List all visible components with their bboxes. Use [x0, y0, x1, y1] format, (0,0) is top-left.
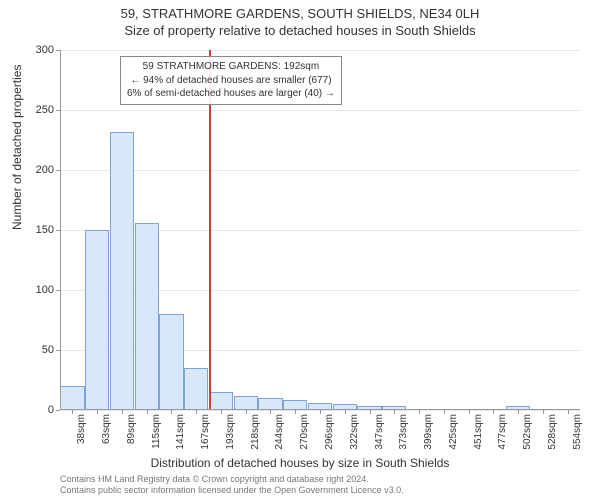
xtick-mark: [543, 410, 544, 414]
ytick-label: 50: [0, 344, 54, 356]
xtick-label: 89sqm: [126, 414, 137, 444]
property-annotation: 59 STRATHMORE GARDENS: 192sqm← 94% of de…: [120, 56, 342, 105]
xtick-label: 502sqm: [522, 414, 533, 450]
footer-line1: Contains HM Land Registry data © Crown c…: [60, 474, 404, 485]
xtick-label: 296sqm: [324, 414, 335, 450]
xtick-label: 193sqm: [225, 414, 236, 450]
xtick-label: 322sqm: [349, 414, 360, 450]
footer-line2: Contains public sector information licen…: [60, 485, 404, 496]
y-axis-line: [60, 50, 61, 410]
xtick-label: 399sqm: [423, 414, 434, 450]
xtick-label: 451sqm: [473, 414, 484, 450]
histogram-bar: [60, 386, 84, 410]
annotation-line1: 59 STRATHMORE GARDENS: 192sqm: [127, 60, 335, 74]
xtick-label: 141sqm: [175, 414, 186, 450]
xtick-label: 425sqm: [448, 414, 459, 450]
ytick-mark: [56, 410, 60, 411]
histogram-bar: [110, 132, 134, 410]
xtick-mark: [295, 410, 296, 414]
annotation-line2: ← 94% of detached houses are smaller (67…: [127, 74, 335, 88]
histogram-bar: [85, 230, 109, 410]
ytick-label: 100: [0, 284, 54, 296]
xtick-mark: [419, 410, 420, 414]
xtick-label: 270sqm: [299, 414, 310, 450]
xtick-mark: [270, 410, 271, 414]
xtick-mark: [171, 410, 172, 414]
chart-plot-area: 38sqm63sqm89sqm115sqm141sqm167sqm193sqm2…: [60, 50, 580, 410]
grid-line: [60, 110, 580, 111]
xtick-mark: [345, 410, 346, 414]
xtick-label: 167sqm: [200, 414, 211, 450]
xtick-mark: [122, 410, 123, 414]
xtick-mark: [72, 410, 73, 414]
xtick-label: 528sqm: [547, 414, 558, 450]
xtick-mark: [394, 410, 395, 414]
footer-attribution: Contains HM Land Registry data © Crown c…: [60, 474, 404, 497]
xtick-mark: [196, 410, 197, 414]
histogram-bar: [159, 314, 183, 410]
xtick-label: 373sqm: [398, 414, 409, 450]
x-axis-line: [60, 409, 580, 410]
xtick-mark: [518, 410, 519, 414]
xtick-label: 477sqm: [497, 414, 508, 450]
xtick-mark: [221, 410, 222, 414]
xtick-mark: [246, 410, 247, 414]
xtick-label: 218sqm: [250, 414, 261, 450]
ytick-label: 300: [0, 44, 54, 56]
histogram-bar: [184, 368, 208, 410]
histogram-bar: [209, 392, 233, 410]
histogram-bar: [234, 396, 258, 410]
xtick-label: 554sqm: [572, 414, 583, 450]
xtick-label: 347sqm: [374, 414, 385, 450]
xtick-mark: [444, 410, 445, 414]
ytick-label: 200: [0, 164, 54, 176]
ytick-label: 0: [0, 404, 54, 416]
xtick-mark: [97, 410, 98, 414]
xtick-label: 38sqm: [76, 414, 87, 444]
xtick-mark: [469, 410, 470, 414]
xtick-label: 63sqm: [101, 414, 112, 444]
xtick-mark: [147, 410, 148, 414]
y-axis-title: Number of detached properties: [10, 65, 24, 230]
grid-line: [60, 50, 580, 51]
chart-title-line1: 59, STRATHMORE GARDENS, SOUTH SHIELDS, N…: [0, 0, 600, 21]
ytick-label: 150: [0, 224, 54, 236]
grid-line: [60, 170, 580, 171]
histogram-bar: [135, 223, 159, 410]
xtick-mark: [568, 410, 569, 414]
chart-title-line2: Size of property relative to detached ho…: [0, 21, 600, 38]
xtick-label: 115sqm: [151, 414, 162, 449]
xtick-mark: [370, 410, 371, 414]
xtick-mark: [320, 410, 321, 414]
annotation-line3: 6% of semi-detached houses are larger (4…: [127, 87, 335, 101]
xtick-label: 244sqm: [274, 414, 285, 450]
ytick-label: 250: [0, 104, 54, 116]
x-axis-title: Distribution of detached houses by size …: [0, 456, 600, 470]
xtick-mark: [493, 410, 494, 414]
